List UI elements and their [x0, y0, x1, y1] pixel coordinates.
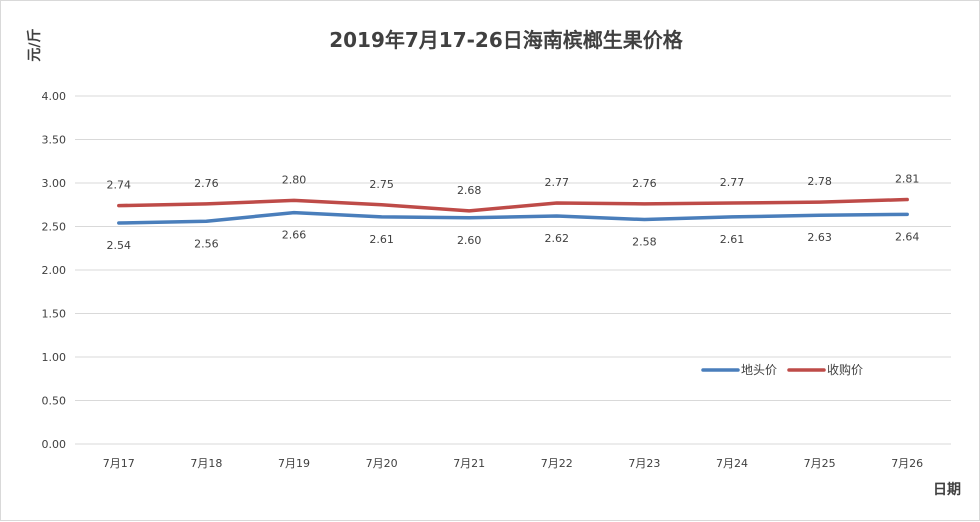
y-tick-label: 0.00	[42, 438, 67, 451]
legend: 地头价 收购价	[701, 362, 863, 377]
x-axis-title: 日期	[933, 482, 961, 498]
data-label: 2.75	[369, 178, 394, 191]
data-label: 2.62	[545, 232, 570, 245]
legend-label: 地头价	[741, 363, 777, 377]
data-label: 2.74	[107, 179, 132, 192]
legend-label: 收购价	[827, 362, 863, 377]
data-label: 2.61	[369, 233, 394, 246]
data-label: 2.63	[807, 231, 832, 244]
series-layer	[117, 197, 909, 225]
data-label: 2.77	[720, 176, 745, 189]
data-label: 2.56	[194, 237, 219, 250]
x-tick-label: 7月21	[453, 457, 485, 470]
grid-layer	[75, 95, 951, 445]
x-tick-label: 7月25	[804, 457, 836, 470]
y-tick-label: 2.00	[42, 264, 67, 277]
data-label: 2.78	[807, 175, 832, 188]
x-tick-label: 7月19	[278, 457, 310, 470]
y-axis-title: 元/斤	[26, 28, 43, 61]
data-label: 2.81	[895, 173, 920, 186]
x-tick-label: 7月24	[716, 457, 748, 470]
data-label: 2.76	[194, 177, 219, 190]
data-label: 2.66	[282, 229, 307, 242]
data-labels: 2.54 2.56 2.66 2.61 2.60 2.62 2.58 2.61 2.63 2.64…	[107, 173, 920, 252]
y-tick-label: 3.00	[42, 177, 67, 190]
x-tick-label: 7月18	[190, 457, 222, 470]
x-tick-label: 7月22	[541, 457, 573, 470]
data-label: 2.64	[895, 230, 920, 243]
y-tick-label: 1.50	[42, 308, 67, 321]
data-label: 2.80	[282, 173, 307, 186]
data-label: 2.61	[720, 233, 745, 246]
data-label: 2.76	[632, 177, 657, 190]
data-label: 2.60	[457, 234, 482, 247]
series-line-1	[117, 197, 909, 213]
data-label: 2.58	[632, 236, 657, 249]
x-tick-label: 7月26	[891, 457, 923, 470]
y-tick-labels: 0.00 0.50 1.00 1.50 2.00 2.50 3.00 3.50 4.00	[42, 90, 67, 451]
series-line-0	[117, 210, 909, 225]
y-tick-label: 0.50	[42, 395, 67, 408]
data-label: 2.54	[107, 239, 132, 252]
y-tick-label: 2.50	[42, 221, 67, 234]
data-label: 2.68	[457, 184, 482, 197]
data-label: 2.77	[545, 176, 570, 189]
y-tick-label: 3.50	[42, 134, 67, 147]
chart-title: 2019年7月17-26日海南槟榔生果价格	[329, 28, 684, 52]
y-tick-label: 4.00	[42, 90, 67, 103]
x-tick-label: 7月23	[628, 457, 660, 470]
x-tick-label: 7月20	[366, 457, 398, 470]
x-tick-labels: 7月17 7月18 7月19 7月20 7月21 7月22 7月23 7月24 7月25 7月26	[103, 457, 923, 470]
y-tick-label: 1.00	[42, 351, 67, 364]
x-tick-label: 7月17	[103, 457, 135, 470]
